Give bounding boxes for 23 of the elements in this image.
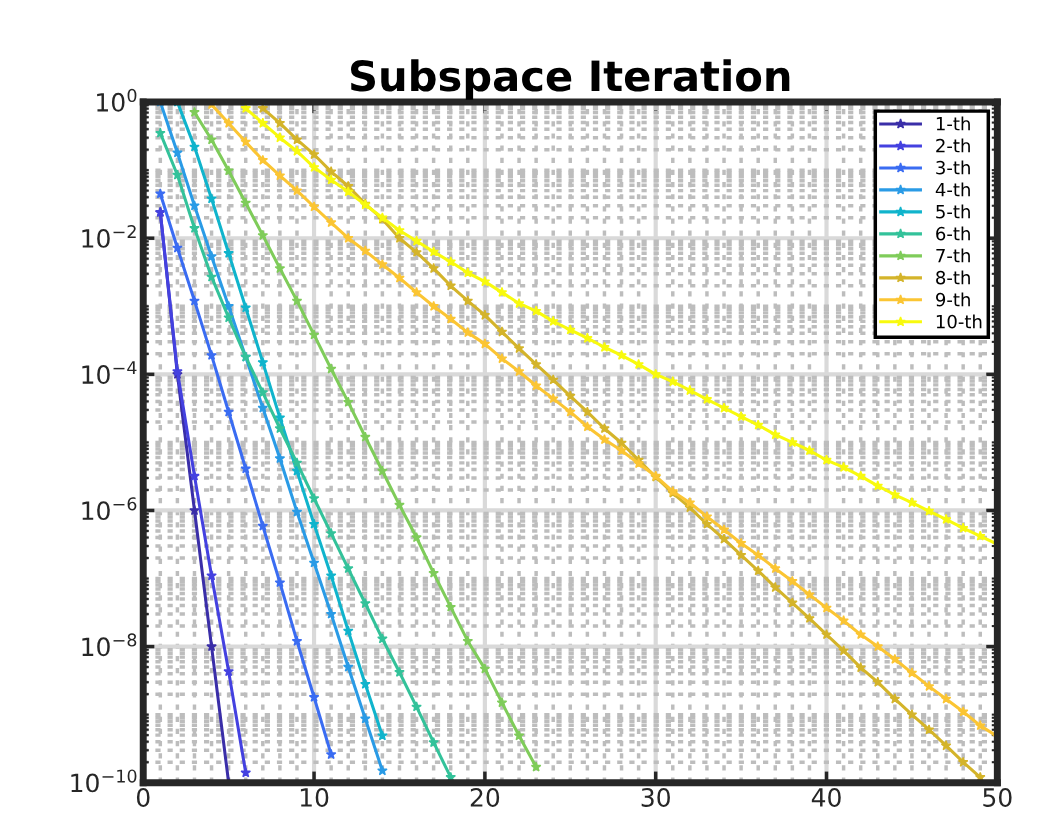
legend-label: 8-th (936, 270, 970, 285)
legend-label: 6-th (936, 226, 970, 241)
legend-label: 1-th (936, 116, 970, 131)
legend-label: 9-th (936, 292, 970, 307)
x-tick-label: 40 (811, 787, 841, 807)
y-tick-label: 10$^{−2}$ (82, 224, 136, 248)
y-tick-label: 10$^{−8}$ (82, 633, 137, 657)
chart-title: Subspace Iteration (351, 59, 790, 100)
legend-label: 10-th (936, 314, 982, 329)
y-tick-label: 10$^{−4}$ (82, 361, 137, 385)
x-tick-label: 10 (300, 787, 329, 807)
x-tick-label: 50 (983, 787, 1012, 807)
legend-label: 5-th (936, 204, 970, 219)
x-tick-label: 0 (136, 787, 150, 807)
x-tick-label: 30 (641, 787, 670, 807)
y-tick-label: 10$^{−6}$ (82, 497, 137, 521)
y-tick-label: 10$^{−10}$ (71, 769, 137, 793)
legend-label: 3-th (936, 160, 970, 175)
x-tick-label: 20 (470, 787, 500, 807)
legend-label: 4-th (935, 182, 970, 197)
legend-label: 7-th (936, 248, 970, 263)
legend-label: 2-th (936, 138, 970, 153)
y-tick-label: 10$^{0}$ (97, 88, 137, 112)
